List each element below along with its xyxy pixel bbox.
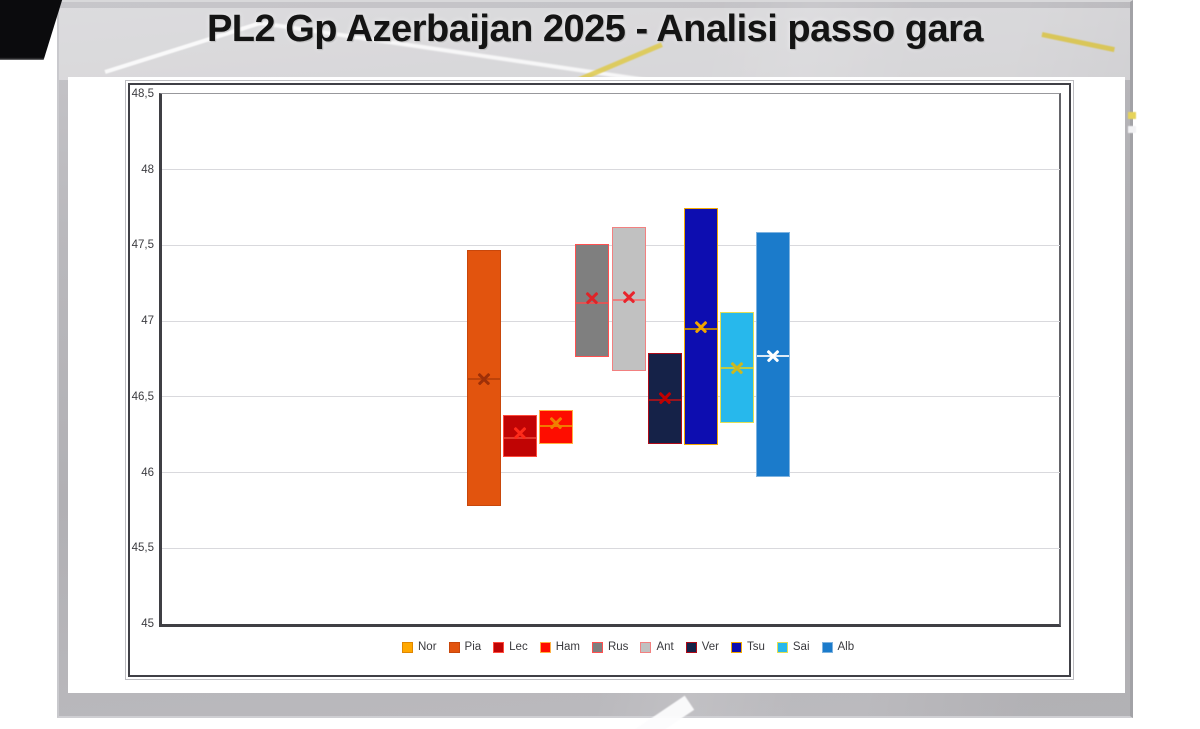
- road-marking-white-stripe-bottom: [633, 695, 695, 729]
- legend-item-Ver: Ver: [685, 641, 719, 653]
- road-marking-yellow-dash-right: [1128, 112, 1136, 119]
- road-marking-white-dash-right: [1128, 126, 1136, 133]
- legend-swatch-Nor: [402, 641, 413, 653]
- legend-label: Pia: [464, 641, 482, 653]
- y-tick-label: 47: [141, 315, 154, 328]
- y-tick-label: 46: [141, 466, 154, 479]
- y-tick-label: 48: [141, 163, 154, 176]
- legend-label: Rus: [607, 641, 629, 653]
- legend-swatch-Pia: [448, 641, 460, 653]
- legend-item-Lec: Lec: [493, 641, 528, 653]
- dark-corner-accent: [0, 0, 64, 60]
- mean-marker-Ham: [549, 416, 563, 430]
- legend-item-Rus: Rus: [591, 641, 629, 653]
- legend-label: Nor: [418, 641, 437, 653]
- median-line-Lec: [504, 436, 537, 439]
- legend-item-Pia: Pia: [448, 641, 482, 653]
- legend-label: Ham: [555, 641, 580, 653]
- title-band: [59, 8, 1130, 80]
- legend-item-Tsu: Tsu: [730, 641, 765, 653]
- legend-label: Tsu: [746, 641, 765, 653]
- y-tick-label: 45: [141, 618, 154, 630]
- gridline: [162, 547, 1060, 549]
- legend-item-Nor: Nor: [402, 641, 437, 653]
- y-tick-label: 46,5: [131, 390, 154, 403]
- mean-marker-Sai: [730, 361, 744, 375]
- legend-label: Ant: [656, 641, 674, 653]
- plot-area-border: [159, 93, 1061, 627]
- legend-swatch-Ant: [640, 641, 652, 653]
- chart-title: PL2 Gp Azerbaijan 2025 - Analisi passo g…: [206, 8, 984, 50]
- legend-swatch-Ver: [685, 641, 697, 653]
- y-tick-label: 47,5: [131, 239, 154, 252]
- mean-marker-Tsu: [694, 320, 708, 334]
- legend-swatch-Alb: [821, 641, 833, 653]
- legend-item-Ham: Ham: [539, 641, 580, 653]
- legend-label: Ver: [701, 641, 719, 653]
- gridline: [162, 320, 1060, 322]
- mean-marker-Ant: [622, 290, 636, 304]
- legend: Nor Pia Lec Ham Rus Ant Ver Tsu Sai Alb: [402, 641, 854, 653]
- mean-marker-Lec: [513, 426, 527, 440]
- mean-marker-Pia: [477, 372, 491, 386]
- gridline: [162, 472, 1060, 474]
- legend-swatch-Tsu: [730, 641, 742, 653]
- mean-marker-Rus: [585, 291, 599, 305]
- y-tick-label: 48,5: [131, 88, 154, 100]
- legend-swatch-Sai: [776, 641, 788, 653]
- legend-label: Lec: [509, 641, 528, 653]
- gridline: [162, 169, 1060, 171]
- legend-swatch-Rus: [591, 641, 603, 653]
- median-line-Ant: [612, 298, 645, 301]
- legend-item-Sai: Sai: [776, 641, 810, 653]
- median-line-Rus: [576, 301, 609, 304]
- gridline: [162, 244, 1060, 246]
- chart-frame: [128, 83, 1071, 677]
- box-Lec: [503, 415, 538, 458]
- mean-marker-Alb: [766, 349, 780, 363]
- box-Ham: [539, 410, 574, 444]
- legend-label: Alb: [837, 641, 855, 653]
- gridline: [162, 396, 1060, 398]
- mean-marker-Ver: [658, 391, 672, 405]
- legend-item-Ant: Ant: [640, 641, 674, 653]
- y-tick-label: 45,5: [131, 542, 154, 555]
- legend-swatch-Lec: [493, 641, 505, 653]
- legend-item-Alb: Alb: [821, 641, 855, 653]
- legend-label: Sai: [792, 641, 810, 653]
- legend-swatch-Ham: [539, 641, 551, 653]
